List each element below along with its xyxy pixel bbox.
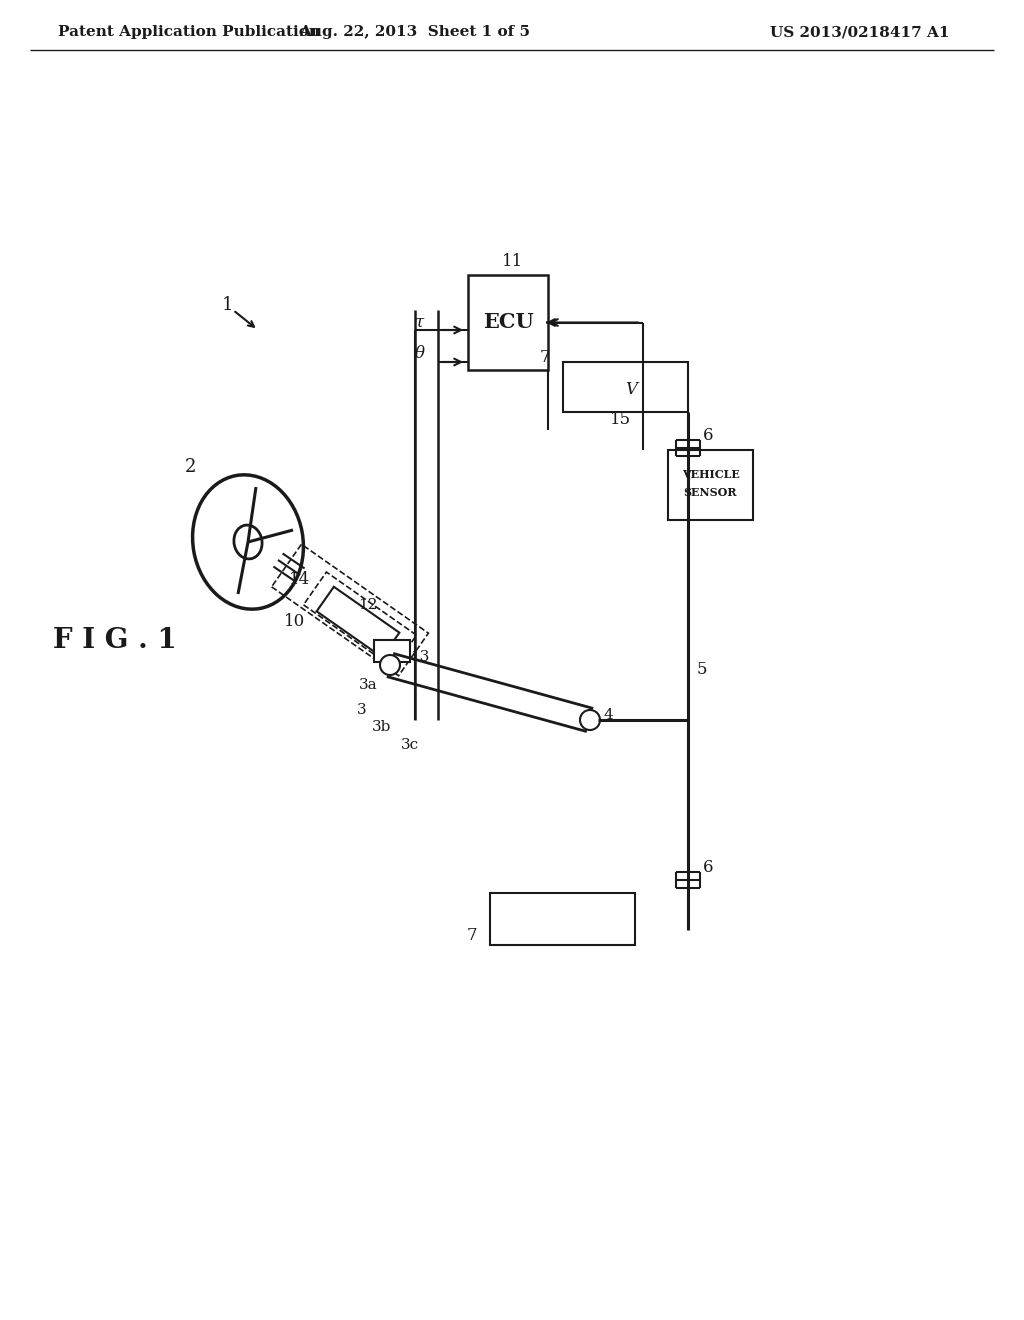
Text: 1: 1 (222, 296, 233, 314)
Text: 12: 12 (358, 598, 378, 612)
Ellipse shape (193, 475, 303, 609)
Text: θ: θ (415, 346, 425, 363)
Circle shape (380, 655, 400, 675)
Text: 14: 14 (290, 572, 310, 589)
Ellipse shape (233, 525, 262, 558)
Circle shape (580, 710, 600, 730)
Text: 7: 7 (540, 348, 550, 366)
Text: τ: τ (416, 314, 425, 330)
Text: 13: 13 (411, 649, 430, 664)
Text: Patent Application Publication: Patent Application Publication (58, 25, 319, 40)
Text: US 2013/0218417 A1: US 2013/0218417 A1 (770, 25, 949, 40)
Text: 3b: 3b (373, 719, 392, 734)
Text: 11: 11 (503, 252, 523, 269)
Text: 4: 4 (603, 708, 613, 722)
Text: 2: 2 (184, 458, 196, 477)
Text: 5: 5 (696, 661, 708, 678)
Text: F I G . 1: F I G . 1 (53, 627, 177, 653)
Bar (668, 450, 753, 520)
Text: 10: 10 (285, 614, 305, 631)
Bar (316, 587, 399, 657)
Bar (271, 544, 428, 676)
Text: ECU: ECU (482, 313, 534, 333)
Text: V: V (625, 381, 637, 399)
Bar (563, 362, 688, 412)
Text: 3c: 3c (401, 738, 419, 752)
Text: 7: 7 (467, 927, 477, 944)
Text: 3a: 3a (358, 678, 377, 692)
Text: 6: 6 (702, 428, 714, 445)
Text: VEHICLE: VEHICLE (682, 470, 739, 480)
Bar (468, 275, 548, 370)
Bar (374, 640, 410, 663)
Bar (490, 894, 635, 945)
Text: SENSOR: SENSOR (684, 487, 737, 499)
Text: Aug. 22, 2013  Sheet 1 of 5: Aug. 22, 2013 Sheet 1 of 5 (299, 25, 530, 40)
Text: 3: 3 (357, 704, 367, 717)
Text: 15: 15 (610, 412, 632, 429)
Bar (303, 572, 417, 668)
Text: 6: 6 (702, 859, 714, 876)
